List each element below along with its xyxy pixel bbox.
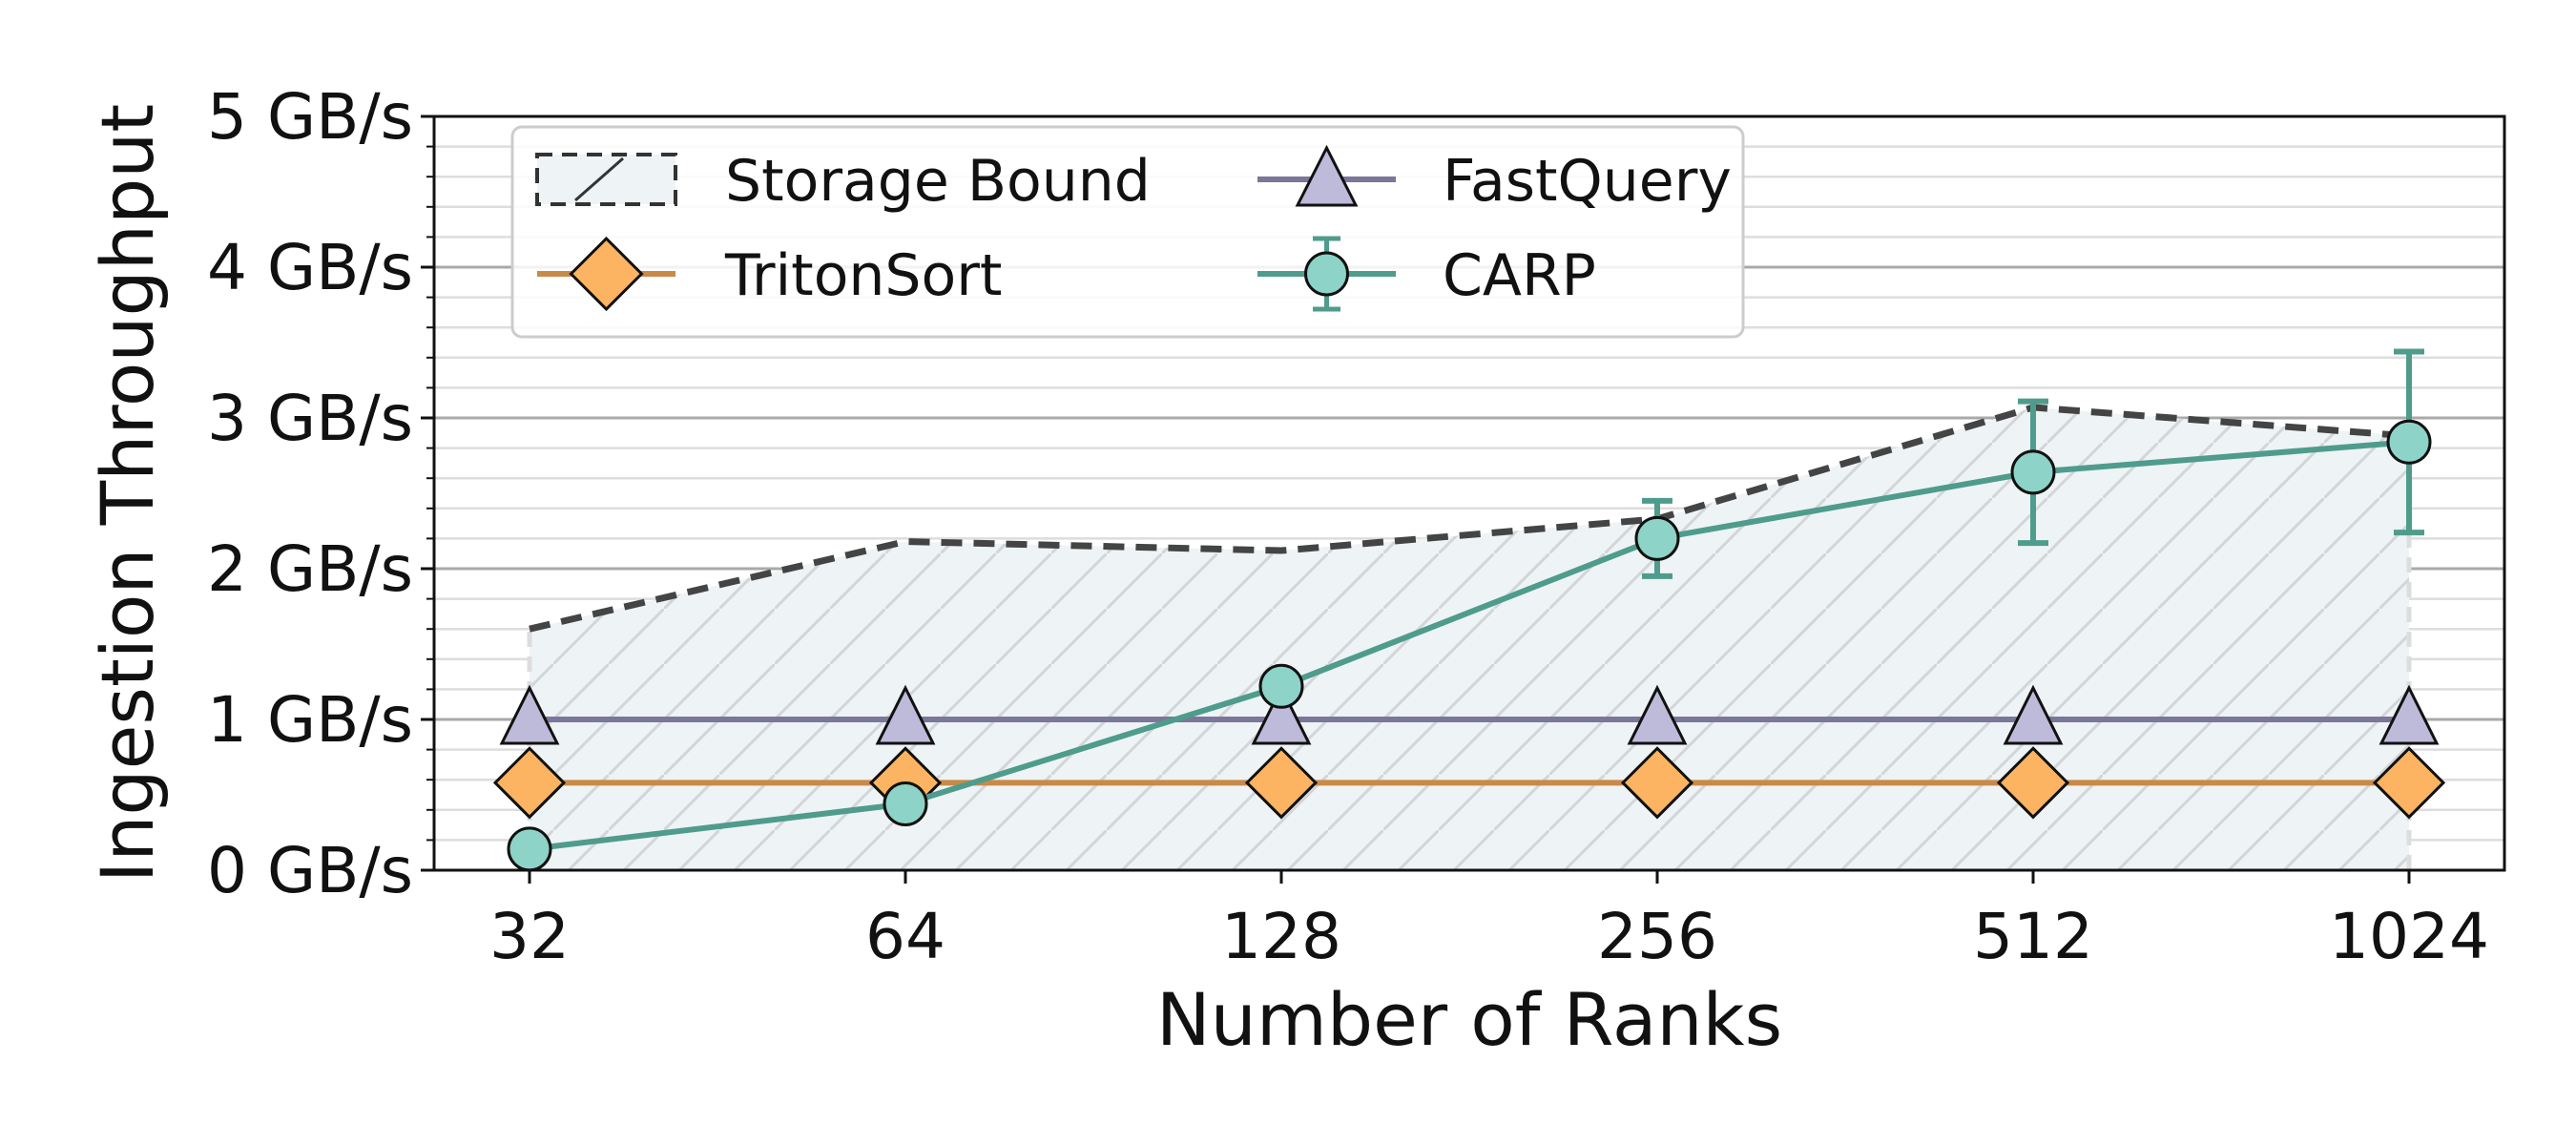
x-tick-label: 512: [1973, 900, 2093, 973]
legend-box: [510, 125, 1745, 339]
y-tick-label: 1 GB/s: [207, 683, 413, 757]
point-fastquery: [1251, 684, 1312, 745]
y-axis: 0 GB/s 1 GB/s 2 GB/s 3 GB/s 4 GB/s 5 GB/s: [207, 80, 434, 907]
storage-bound-line: [529, 404, 2410, 633]
legend-label-tritonsort: TritonSort: [724, 242, 1002, 309]
series-line-carp: [529, 439, 2410, 852]
point-carp: [883, 781, 928, 826]
point-fastquery: [875, 684, 936, 745]
point-carp: [1258, 663, 1304, 709]
series-fastquery: [499, 684, 2440, 745]
x-axis: 32 64 128 256 512 1024: [489, 870, 2489, 973]
y-tick-label: 3 GB/s: [207, 382, 413, 455]
x-tick-label: 32: [489, 900, 570, 973]
y-axis-title: Ingestion Throughput: [85, 104, 170, 883]
legend-swatch-hatch: [574, 156, 624, 202]
point-carp: [2386, 419, 2432, 465]
point-fastquery: [499, 684, 560, 745]
point-tritonsort: [1996, 746, 2070, 820]
point-tritonsort: [1244, 746, 1319, 820]
series-lines: [492, 348, 2446, 872]
point-tritonsort: [492, 746, 567, 820]
legend-item-carp: CARP: [1257, 236, 1596, 312]
point-carp: [1634, 515, 1680, 561]
point-fastquery: [2003, 684, 2064, 745]
storage-bound-area: [527, 404, 2412, 870]
point-tritonsort: [2372, 746, 2446, 820]
y-tick-label: 2 GB/s: [207, 532, 413, 606]
y-tick-label: 4 GB/s: [207, 231, 413, 304]
legend-item-fastquery: FastQuery: [1257, 144, 1732, 215]
storage-bound-hatch: [530, 406, 2409, 870]
x-axis-title: Number of Ranks: [1156, 977, 1782, 1062]
point-fastquery: [2379, 684, 2440, 745]
point-fastquery: [1627, 684, 1688, 745]
legend-marker-tritonsort: [569, 236, 644, 312]
point-carp: [507, 826, 552, 872]
legend-label-storage-bound: Storage Bound: [725, 148, 1151, 215]
series-carp: [507, 348, 2432, 872]
x-tick-label: 256: [1597, 900, 1717, 973]
x-tick-label: 1024: [2329, 900, 2489, 973]
legend-item-tritonsort: TritonSort: [537, 236, 1002, 312]
legend-item-storage-bound: Storage Bound: [535, 148, 1151, 215]
legend-marker-fastquery: [1295, 144, 1359, 207]
point-carp: [2010, 449, 2056, 495]
point-tritonsort: [1620, 746, 1694, 820]
x-tick-label: 64: [865, 900, 945, 973]
legend: Storage Bound TritonSort FastQuery CARP: [510, 125, 1745, 339]
x-tick-label: 128: [1221, 900, 1341, 973]
legend-label-fastquery: FastQuery: [1443, 148, 1732, 215]
legend-marker-carp: [1304, 251, 1349, 297]
y-tick-label: 5 GB/s: [207, 80, 413, 154]
legend-swatch-storage-bound: [535, 153, 677, 206]
legend-label-carp: CARP: [1443, 242, 1596, 309]
y-tick-label: 0 GB/s: [207, 834, 413, 907]
plot-frame: [432, 114, 2506, 872]
